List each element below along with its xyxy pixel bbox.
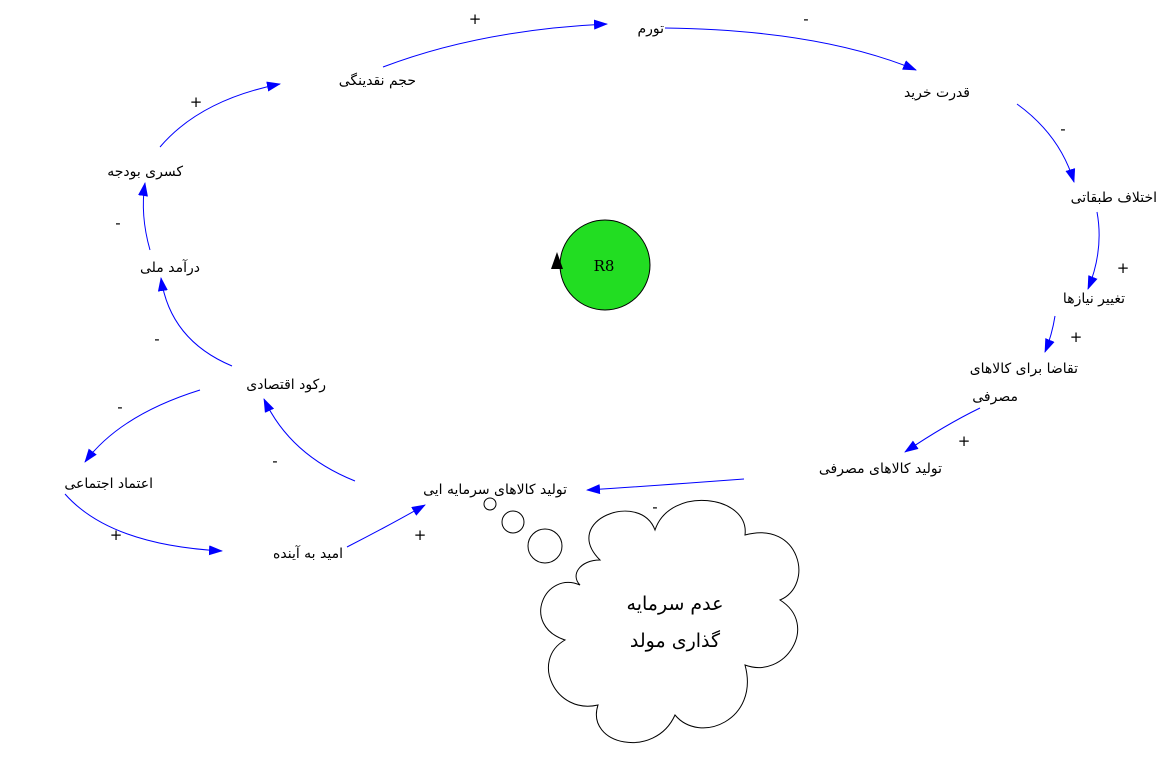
polarity-kasri-hajm: + xyxy=(190,93,203,111)
polarity-taghyir-taghaza: + xyxy=(1070,328,1083,346)
link-ekhtelaf-taghyir xyxy=(1087,211,1100,290)
node-tavarrom: تورم xyxy=(637,21,664,37)
cloud-shape xyxy=(540,499,800,743)
node-daramad: درآمد ملی xyxy=(140,259,200,276)
link-daramad-kasri xyxy=(138,182,151,251)
polarity-tavarrom-ghodrat: - xyxy=(803,10,808,28)
link-taghyir-taghaza xyxy=(1044,315,1056,353)
loop-label: R8 xyxy=(594,257,615,275)
thought-bubble-small xyxy=(483,497,497,511)
link-taghaza-tolid xyxy=(904,407,981,453)
link-omid-sarmaye xyxy=(346,504,426,548)
node-tolid-masrafi: تولید کالاهای مصرفی xyxy=(819,461,942,477)
link-rokud-daramad xyxy=(157,277,233,367)
cloud-text-line1: عدم سرمایه xyxy=(627,593,724,615)
node-tolid-sarmaye: تولید کالاهای سرمایه ایی xyxy=(423,482,567,498)
link-kasri-hajm xyxy=(159,81,281,148)
polarity-ghodrat-ekhtelaf: - xyxy=(1060,120,1065,138)
link-ghodrat-ekhtelaf xyxy=(1016,103,1076,183)
polarity-rokud-daramad: - xyxy=(154,330,159,348)
node-ekhtelaf: اختلاف طبقاتی xyxy=(1071,190,1157,206)
polarity-etemad-omid: + xyxy=(110,526,123,544)
polarity-rokud-etemad: - xyxy=(117,398,122,416)
link-hajm-tavarrom xyxy=(382,19,608,68)
loop-direction-arrow-icon xyxy=(551,252,563,269)
node-taghaza-line2: مصرفی xyxy=(972,389,1018,405)
node-rokud: رکود اقتصادی xyxy=(246,377,326,393)
thought-bubble-medium xyxy=(501,510,525,534)
node-etemad: اعتماد اجتماعی xyxy=(64,476,153,492)
node-omid: امید به آینده xyxy=(273,545,343,562)
polarity-taghaza-tolid: + xyxy=(958,432,971,450)
link-tavarrom-ghodrat xyxy=(664,27,917,71)
link-tolid-sarmaye xyxy=(586,478,745,495)
cloud-text-line2: گذاری مولد xyxy=(630,629,721,652)
node-hajm: حجم نقدینگی xyxy=(339,72,416,89)
polarity-omid-sarmaye: + xyxy=(414,526,427,544)
link-etemad-omid xyxy=(64,493,223,556)
polarity-daramad-kasri: - xyxy=(115,214,120,232)
polarity-ekhtelaf-taghyir: + xyxy=(1117,259,1130,277)
node-taghaza-line1: تقاضا برای کالاهای xyxy=(970,361,1078,377)
link-rokud-etemad xyxy=(84,389,201,463)
polarity-tolid-sarmaye: - xyxy=(652,498,657,516)
link-sarmaye-rokud xyxy=(263,398,356,482)
thought-bubble-large xyxy=(527,528,563,564)
polarity-hajm-tavarrom: + xyxy=(469,10,482,28)
node-ghodrat-kharid: قدرت خرید xyxy=(904,85,970,101)
polarity-sarmaye-rokud: - xyxy=(272,452,277,470)
node-taghyir-niaz: تغییر نیازها xyxy=(1063,291,1125,307)
node-kasri: کسری بودجه xyxy=(107,164,183,180)
